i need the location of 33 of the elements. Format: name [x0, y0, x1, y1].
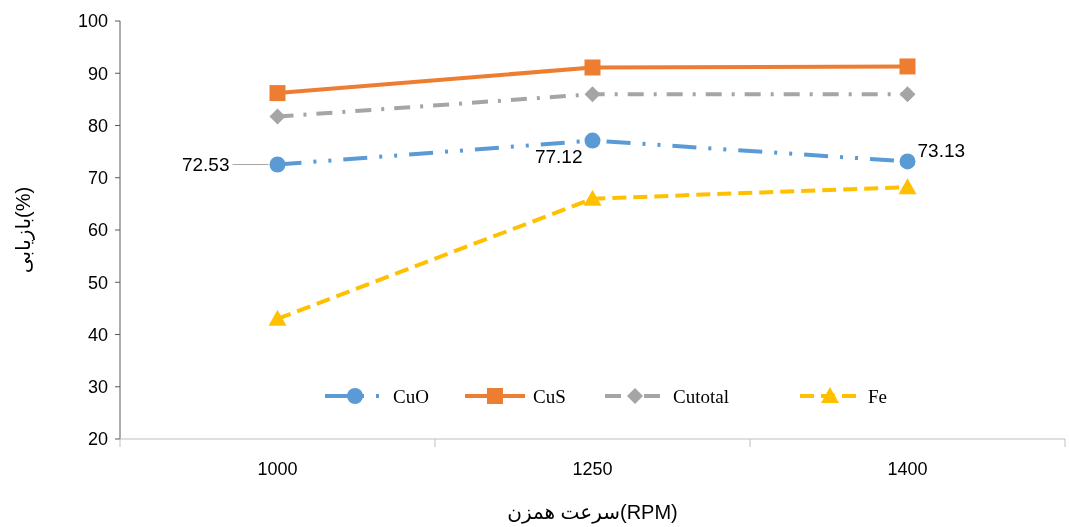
- data-label: 72.53: [181, 153, 230, 175]
- point: [899, 86, 916, 103]
- point: [899, 58, 916, 75]
- point: [583, 189, 602, 206]
- data-label: 77.12: [534, 145, 583, 167]
- y-tick-label: 60: [87, 220, 108, 241]
- point: [269, 85, 286, 102]
- point: [898, 178, 917, 195]
- y-tick-label: 100: [77, 11, 108, 32]
- x-axis-title: سرعت همزن(RPM): [507, 501, 678, 524]
- x-tick-label: 1400: [887, 459, 928, 479]
- y-tick-label: 50: [87, 272, 108, 293]
- legend-label: CuO: [393, 385, 429, 407]
- y-tick-label: 80: [87, 115, 108, 136]
- data-label: 73.13: [917, 140, 966, 162]
- legend-label: Cutotal: [673, 385, 729, 407]
- point: [584, 132, 601, 149]
- point: [268, 309, 287, 326]
- y-tick-label: 90: [87, 63, 108, 84]
- y-axis-title: بازیابی(%): [12, 186, 35, 274]
- x-tick-label: 1000: [257, 459, 298, 479]
- point: [899, 153, 916, 170]
- legend-label: CuS: [533, 385, 566, 407]
- y-tick-label: 30: [87, 377, 108, 398]
- point: [269, 108, 286, 125]
- point: [269, 156, 286, 173]
- x-tick-label: 1250: [572, 459, 613, 479]
- point: [584, 86, 601, 103]
- y-tick-label: 40: [87, 324, 108, 345]
- y-tick-label: 20: [87, 429, 108, 450]
- legend-label: Fe: [868, 385, 887, 407]
- point: [584, 59, 601, 76]
- y-tick-label: 70: [87, 168, 108, 189]
